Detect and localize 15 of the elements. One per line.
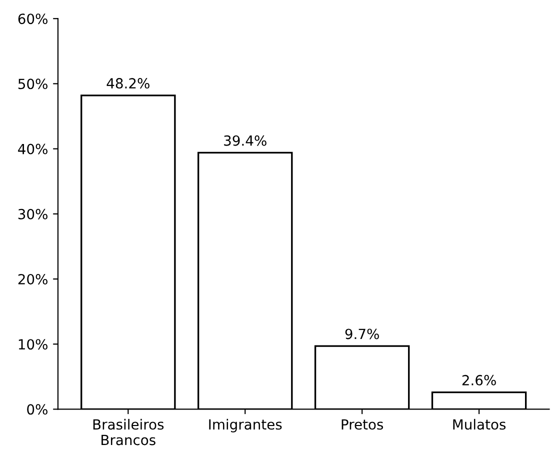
x-tick-label: Pretos bbox=[342, 419, 384, 430]
y-tick-label: 20% bbox=[18, 274, 48, 284]
y-tick-label: 30% bbox=[18, 208, 48, 220]
x-tick-label: Brasileiros Brancos bbox=[93, 418, 164, 446]
y-tick-label: 0% bbox=[27, 404, 48, 415]
x-tick-label: Imigrantes bbox=[209, 418, 282, 432]
y-tick-label: 50% bbox=[18, 78, 48, 90]
data-label: 39.4% bbox=[224, 135, 266, 146]
data-label: 9.7% bbox=[345, 328, 379, 340]
y-tick-label: 40% bbox=[18, 144, 48, 154]
x-tick-label: Mulatos bbox=[453, 418, 506, 430]
data-label: 48.2% bbox=[106, 78, 150, 89]
y-tick-label: 60% bbox=[18, 14, 48, 24]
y-tick-label: 10% bbox=[18, 339, 48, 350]
data-label: 2.6% bbox=[462, 374, 496, 386]
